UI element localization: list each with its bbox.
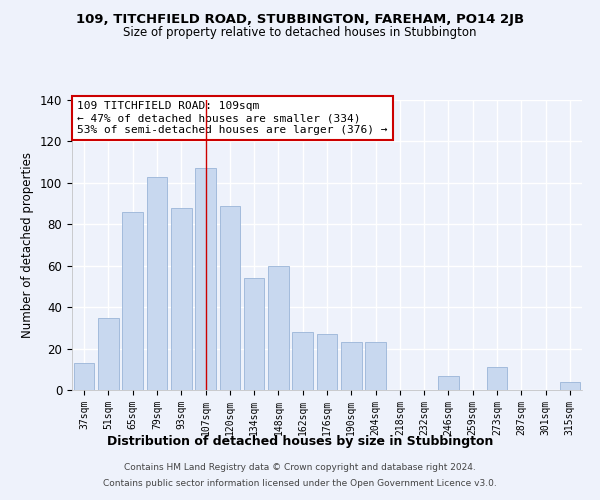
Bar [438, 376, 459, 390]
Bar [98, 318, 119, 390]
Text: Contains HM Land Registry data © Crown copyright and database right 2024.: Contains HM Land Registry data © Crown c… [124, 464, 476, 472]
Y-axis label: Number of detached properties: Number of detached properties [22, 152, 34, 338]
Bar [365, 342, 386, 390]
Bar [317, 334, 337, 390]
Text: 109, TITCHFIELD ROAD, STUBBINGTON, FAREHAM, PO14 2JB: 109, TITCHFIELD ROAD, STUBBINGTON, FAREH… [76, 12, 524, 26]
Bar [487, 367, 508, 390]
Bar [244, 278, 265, 390]
Bar [122, 212, 143, 390]
Text: Contains public sector information licensed under the Open Government Licence v3: Contains public sector information licen… [103, 478, 497, 488]
Bar [171, 208, 191, 390]
Bar [195, 168, 216, 390]
Text: Size of property relative to detached houses in Stubbington: Size of property relative to detached ho… [123, 26, 477, 39]
Bar [560, 382, 580, 390]
Bar [292, 332, 313, 390]
Bar [341, 342, 362, 390]
Text: Distribution of detached houses by size in Stubbington: Distribution of detached houses by size … [107, 435, 493, 448]
Bar [74, 363, 94, 390]
Text: 109 TITCHFIELD ROAD: 109sqm
← 47% of detached houses are smaller (334)
53% of se: 109 TITCHFIELD ROAD: 109sqm ← 47% of det… [77, 102, 388, 134]
Bar [146, 176, 167, 390]
Bar [268, 266, 289, 390]
Bar [220, 206, 240, 390]
